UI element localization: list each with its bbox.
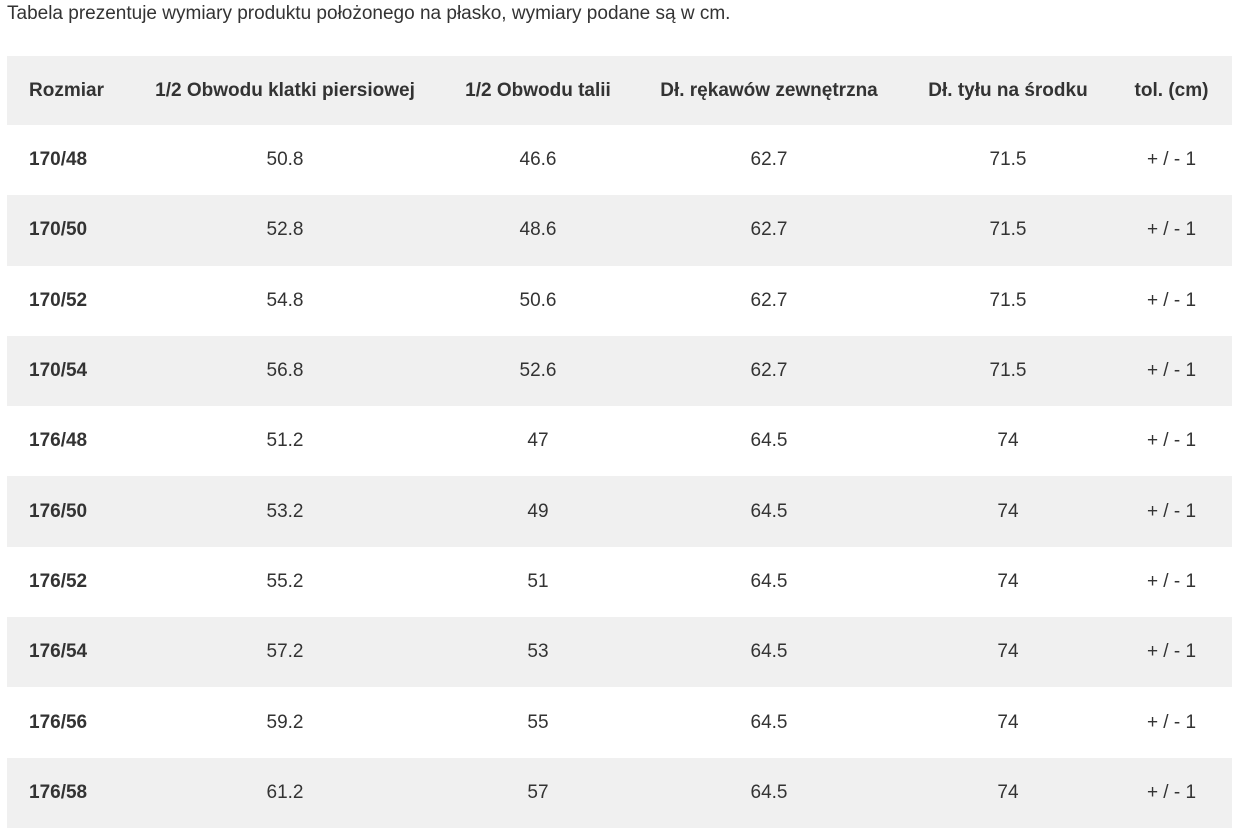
cell-back-length: 74 (997, 570, 1019, 592)
cell-tolerance: + / - 1 (1146, 641, 1197, 663)
cell-size: 176/50 (29, 500, 88, 522)
table-row: 176/52 55.2 51 64.5 74 + / - 1 (7, 546, 1232, 618)
cell-chest: 53.2 (266, 500, 304, 522)
table-row: 170/52 54.8 50.6 62.7 71.5 + / - 1 (7, 265, 1232, 336)
cell-size: 170/48 (29, 149, 88, 171)
cell-tolerance: + / - 1 (1146, 570, 1197, 592)
cell-waist: 48.6 (519, 219, 557, 241)
cell-chest: 52.8 (266, 219, 304, 241)
header-row: Rozmiar 1/2 Obwodu klatki piersiowej 1/2… (7, 56, 1232, 125)
cell-back-length: 71.5 (989, 289, 1027, 311)
header-size: Rozmiar (29, 79, 104, 101)
table-row: 176/58 61.2 57 64.5 74 + / - 1 (7, 757, 1232, 828)
size-table-header: Rozmiar 1/2 Obwodu klatki piersiowej 1/2… (7, 56, 1232, 125)
cell-tolerance: + / - 1 (1146, 430, 1197, 452)
cell-tolerance: + / - 1 (1146, 781, 1197, 803)
cell-size: 176/56 (29, 711, 88, 733)
cell-size: 170/52 (29, 289, 88, 311)
cell-chest: 51.2 (266, 430, 304, 452)
cell-back-length: 74 (997, 430, 1019, 452)
cell-sleeve-length: 62.7 (750, 149, 788, 171)
table-row: 170/54 56.8 52.6 62.7 71.5 + / - 1 (7, 335, 1232, 407)
cell-chest: 50.8 (266, 149, 304, 171)
size-table: Rozmiar 1/2 Obwodu klatki piersiowej 1/2… (7, 56, 1232, 828)
cell-back-length: 74 (997, 781, 1019, 803)
cell-chest: 61.2 (266, 781, 304, 803)
table-row: 176/48 51.2 47 64.5 74 + / - 1 (7, 406, 1232, 477)
cell-tolerance: + / - 1 (1146, 360, 1197, 382)
cell-size: 176/48 (29, 430, 88, 452)
cell-sleeve-length: 64.5 (750, 430, 788, 452)
cell-chest: 57.2 (266, 641, 304, 663)
header-tolerance: tol. (cm) (1134, 79, 1209, 101)
header-back-length: Dł. tyłu na środku (928, 79, 1088, 101)
cell-sleeve-length: 64.5 (750, 500, 788, 522)
cell-chest: 59.2 (266, 711, 304, 733)
cell-back-length: 74 (997, 641, 1019, 663)
cell-size: 170/54 (29, 360, 88, 382)
table-row: 176/56 59.2 55 64.5 74 + / - 1 (7, 687, 1232, 758)
cell-tolerance: + / - 1 (1146, 149, 1197, 171)
cell-sleeve-length: 62.7 (750, 289, 788, 311)
cell-tolerance: + / - 1 (1146, 219, 1197, 241)
header-sleeve-length: Dł. rękawów zewnętrzna (660, 79, 878, 101)
cell-chest: 55.2 (266, 570, 304, 592)
table-row: 176/50 53.2 49 64.5 74 + / - 1 (7, 476, 1232, 547)
cell-waist: 51 (527, 570, 549, 592)
cell-back-length: 71.5 (989, 360, 1027, 382)
table-row: 170/50 52.8 48.6 62.7 71.5 + / - 1 (7, 195, 1232, 266)
cell-waist: 47 (527, 430, 549, 452)
cell-tolerance: + / - 1 (1146, 500, 1197, 522)
cell-sleeve-length: 62.7 (750, 219, 788, 241)
size-table-body: 170/48 50.8 46.6 62.7 71.5 + / - 1 170/50 52.8 4… (7, 125, 1232, 828)
cell-size: 176/52 (29, 570, 88, 592)
cell-size: 176/58 (29, 781, 88, 803)
cell-size: 170/50 (29, 219, 88, 241)
cell-tolerance: + / - 1 (1146, 711, 1197, 733)
cell-back-length: 71.5 (989, 149, 1027, 171)
cell-waist: 53 (527, 641, 549, 663)
cell-chest: 56.8 (266, 360, 304, 382)
cell-chest: 54.8 (266, 289, 304, 311)
table-row: 176/54 57.2 53 64.5 74 + / - 1 (7, 617, 1232, 688)
cell-waist: 55 (527, 711, 549, 733)
cell-waist: 49 (527, 500, 549, 522)
cell-back-length: 74 (997, 711, 1019, 733)
cell-back-length: 74 (997, 500, 1019, 522)
table-row: 170/48 50.8 46.6 62.7 71.5 + / - 1 (7, 125, 1232, 196)
cell-waist: 50.6 (519, 289, 557, 311)
cell-waist: 57 (527, 781, 549, 803)
cell-back-length: 71.5 (989, 219, 1027, 241)
header-chest: 1/2 Obwodu klatki piersiowej (155, 79, 415, 101)
cell-sleeve-length: 64.5 (750, 781, 788, 803)
cell-size: 176/54 (29, 641, 88, 663)
cell-waist: 52.6 (519, 360, 557, 382)
header-waist: 1/2 Obwodu talii (465, 79, 611, 101)
cell-tolerance: + / - 1 (1146, 289, 1197, 311)
cell-waist: 46.6 (519, 149, 557, 171)
cell-sleeve-length: 64.5 (750, 711, 788, 733)
cell-sleeve-length: 62.7 (750, 360, 788, 382)
size-table-description: Tabela prezentuje wymiary produktu położ… (7, 3, 731, 24)
cell-sleeve-length: 64.5 (750, 641, 788, 663)
cell-sleeve-length: 64.5 (750, 570, 788, 592)
